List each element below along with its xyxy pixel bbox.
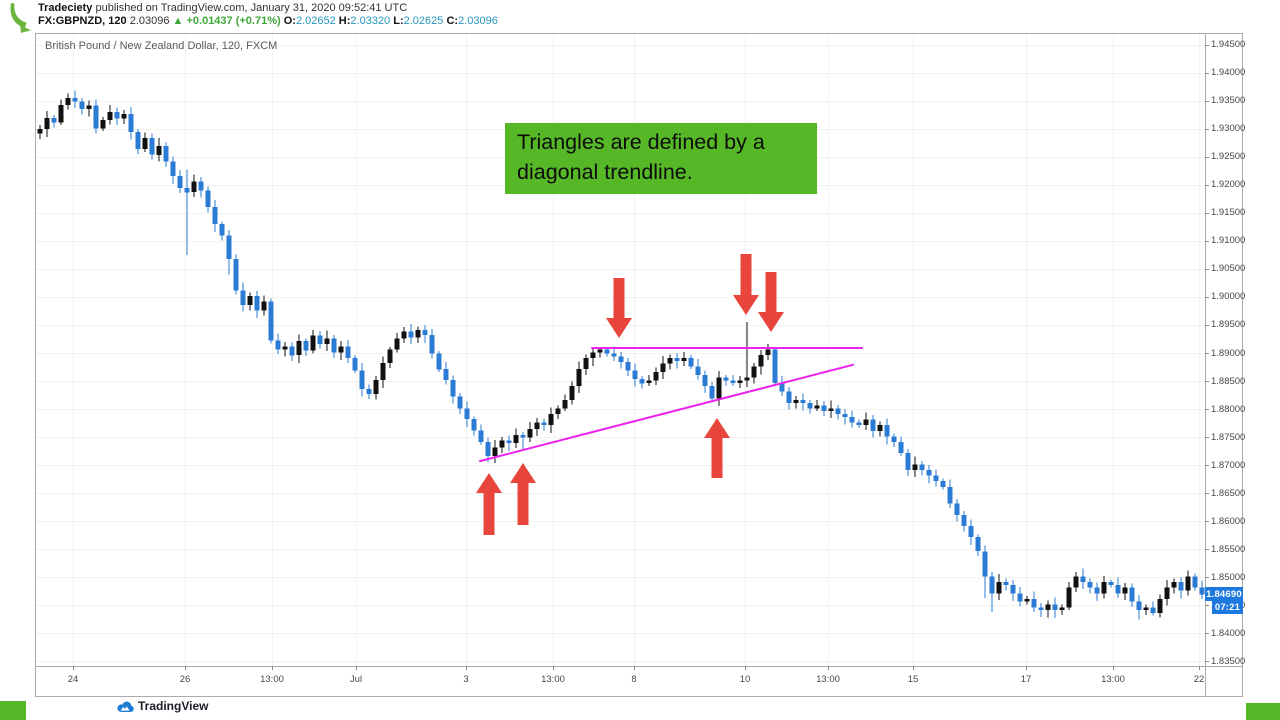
price-tick-label: 1.90500 — [1211, 263, 1246, 274]
low-label: L: — [393, 15, 404, 27]
chart-title: British Pound / New Zealand Dollar, 120,… — [45, 40, 278, 52]
price-tick-label: 1.89500 — [1211, 319, 1246, 330]
price-tick-label: 1.85500 — [1211, 544, 1246, 555]
price-tick-label: 1.91500 — [1211, 207, 1246, 218]
tradingview-brand: TradingView — [138, 699, 209, 713]
publisher-name: Tradeciety — [38, 2, 93, 14]
price-tick-label: 1.87000 — [1211, 460, 1246, 471]
time-tick-label: 26 — [179, 674, 191, 685]
tradingview-cloud-icon — [117, 701, 134, 712]
tradeciety-logo — [10, 3, 32, 33]
close-label: C: — [446, 15, 459, 27]
time-tick-label: 13:00 — [541, 674, 565, 685]
price-tick-label: 1.89000 — [1211, 348, 1246, 359]
close-value: 2.03096 — [458, 15, 498, 27]
open-value: 2.02652 — [295, 15, 336, 27]
change-text: ▲ +0.01437 (+0.71%) — [172, 15, 281, 27]
low-value: 2.02625 — [403, 15, 444, 27]
time-tick-label: 10 — [739, 674, 751, 685]
time-tick-label: 15 — [907, 674, 919, 685]
time-tick-label: 8 — [631, 674, 637, 685]
price-tick-label: 1.94500 — [1211, 39, 1246, 50]
time-tick-label: Jul — [349, 674, 363, 685]
price-tick-label: 1.93000 — [1211, 123, 1246, 134]
price-tick-label: 1.90000 — [1211, 291, 1246, 302]
time-tick-label: 13:00 — [260, 674, 284, 685]
price-tick-label: 1.85000 — [1211, 572, 1246, 583]
price-tick-label: 1.92000 — [1211, 179, 1246, 190]
time-tick-label: 17 — [1020, 674, 1032, 685]
time-axis[interactable]: 24 26 13:00 Jul 3 13:00 8 10 13:00 15 17 13:00 22 — [36, 666, 1204, 696]
price-tick-label: 1.83500 — [1211, 656, 1246, 667]
time-tick-label: 24 — [67, 674, 79, 685]
time-tick-label: 22 — [1193, 674, 1204, 685]
high-label: H: — [338, 15, 351, 27]
last-price-badge: 1.84690 — [1205, 587, 1243, 601]
symbol-ohlc-line: FX:GBPNZD, 120 2.03096 ▲ +0.01437 (+0.71… — [38, 15, 498, 28]
price-tick-label: 1.94000 — [1211, 67, 1246, 78]
publish-info-line: Tradeciety published on TradingView.com,… — [38, 2, 498, 15]
price-tick-label: 1.87500 — [1211, 432, 1246, 443]
price-tick-label: 1.86500 — [1211, 488, 1246, 499]
price-tick-label: 1.88500 — [1211, 376, 1246, 387]
tradingview-footer[interactable]: TradingView — [117, 699, 208, 713]
price-tick-label: 1.86000 — [1211, 516, 1246, 527]
price-tick-label: 1.91000 — [1211, 235, 1246, 246]
time-tick-label: 3 — [463, 674, 469, 685]
symbol-label: FX:GBPNZD, 120 — [38, 15, 127, 27]
callout-box: Triangles are defined by a diagonal tren… — [505, 123, 817, 195]
price-tick-label: 1.92500 — [1211, 151, 1246, 162]
time-tick-label: 13:00 — [1101, 674, 1125, 685]
publish-header: Tradeciety published on TradingView.com,… — [38, 2, 498, 28]
last-price-text: 2.03096 — [129, 15, 170, 27]
time-tick-label: 13:00 — [816, 674, 840, 685]
price-tick-label: 1.93500 — [1211, 95, 1246, 106]
corner-accent-left — [0, 701, 26, 720]
publish-info: published on TradingView.com, January 31… — [95, 2, 408, 14]
price-tick-label: 1.88000 — [1211, 404, 1246, 415]
corner-accent-right — [1246, 703, 1280, 720]
price-tick-label: 1.84000 — [1211, 628, 1246, 639]
countdown-badge: 07:21 — [1212, 601, 1243, 614]
high-value: 2.03320 — [350, 15, 391, 27]
open-label: O: — [283, 15, 296, 27]
